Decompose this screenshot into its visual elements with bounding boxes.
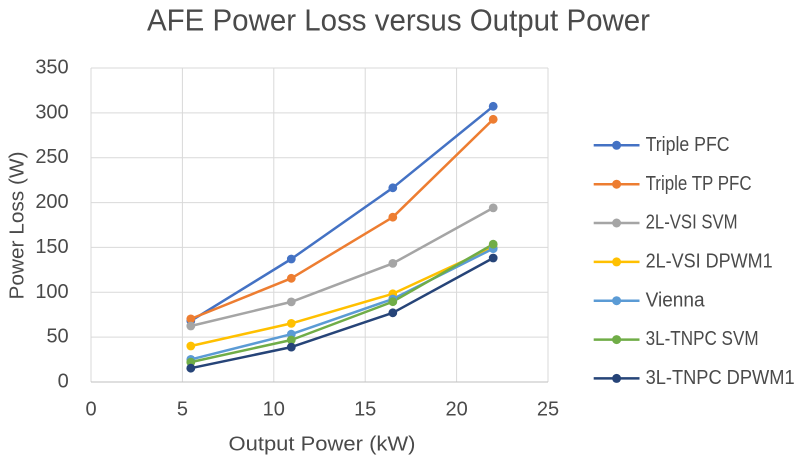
svg-text:AFE Power Loss versus Output P: AFE Power Loss versus Output Power (147, 3, 650, 38)
svg-text:2L-VSI DPWM1: 2L-VSI DPWM1 (646, 251, 773, 273)
svg-text:Power Loss (W): Power Loss (W) (7, 152, 29, 300)
svg-text:10: 10 (263, 398, 285, 420)
svg-text:Triple PFC: Triple PFC (646, 134, 730, 156)
svg-text:25: 25 (537, 398, 559, 420)
svg-text:300: 300 (35, 101, 68, 123)
svg-text:2L-VSI SVM: 2L-VSI SVM (646, 212, 738, 234)
svg-text:3L-TNPC DPWM1: 3L-TNPC DPWM1 (646, 367, 795, 389)
svg-text:Triple TP PFC: Triple TP PFC (646, 173, 752, 195)
svg-text:0: 0 (85, 398, 96, 420)
svg-text:150: 150 (35, 236, 68, 258)
svg-text:15: 15 (354, 398, 376, 420)
svg-text:350: 350 (35, 57, 68, 79)
svg-text:200: 200 (35, 191, 68, 213)
svg-text:50: 50 (46, 326, 68, 348)
svg-text:250: 250 (35, 146, 68, 168)
svg-text:Vienna: Vienna (646, 289, 706, 311)
svg-text:20: 20 (445, 398, 467, 420)
svg-text:3L-TNPC SVM: 3L-TNPC SVM (646, 328, 759, 350)
svg-text:0: 0 (58, 371, 69, 393)
svg-text:100: 100 (35, 281, 68, 303)
svg-text:Output Power (kW): Output Power (kW) (229, 434, 416, 456)
svg-text:5: 5 (177, 398, 188, 420)
